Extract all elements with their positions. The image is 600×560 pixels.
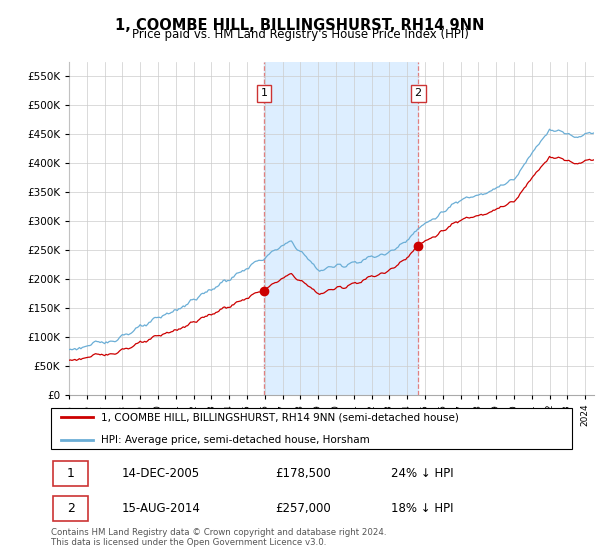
Text: £178,500: £178,500 <box>275 466 331 480</box>
Bar <box>264 62 418 395</box>
Text: 14-DEC-2005: 14-DEC-2005 <box>122 466 200 480</box>
Text: 24% ↓ HPI: 24% ↓ HPI <box>391 466 454 480</box>
Text: Price paid vs. HM Land Registry's House Price Index (HPI): Price paid vs. HM Land Registry's House … <box>131 28 469 41</box>
Text: 1, COOMBE HILL, BILLINGSHURST, RH14 9NN (semi-detached house): 1, COOMBE HILL, BILLINGSHURST, RH14 9NN … <box>101 412 458 422</box>
FancyBboxPatch shape <box>53 496 88 521</box>
Text: 15-AUG-2014: 15-AUG-2014 <box>122 502 201 515</box>
FancyBboxPatch shape <box>53 461 88 486</box>
Text: 1: 1 <box>260 88 268 99</box>
Text: 1: 1 <box>67 466 74 480</box>
Text: Contains HM Land Registry data © Crown copyright and database right 2024.
This d: Contains HM Land Registry data © Crown c… <box>51 528 386 547</box>
Text: 2: 2 <box>67 502 74 515</box>
Text: 1, COOMBE HILL, BILLINGSHURST, RH14 9NN: 1, COOMBE HILL, BILLINGSHURST, RH14 9NN <box>115 18 485 33</box>
Text: 18% ↓ HPI: 18% ↓ HPI <box>391 502 454 515</box>
Text: 2: 2 <box>415 88 422 99</box>
Text: £257,000: £257,000 <box>275 502 331 515</box>
FancyBboxPatch shape <box>50 408 572 449</box>
Text: HPI: Average price, semi-detached house, Horsham: HPI: Average price, semi-detached house,… <box>101 435 370 445</box>
